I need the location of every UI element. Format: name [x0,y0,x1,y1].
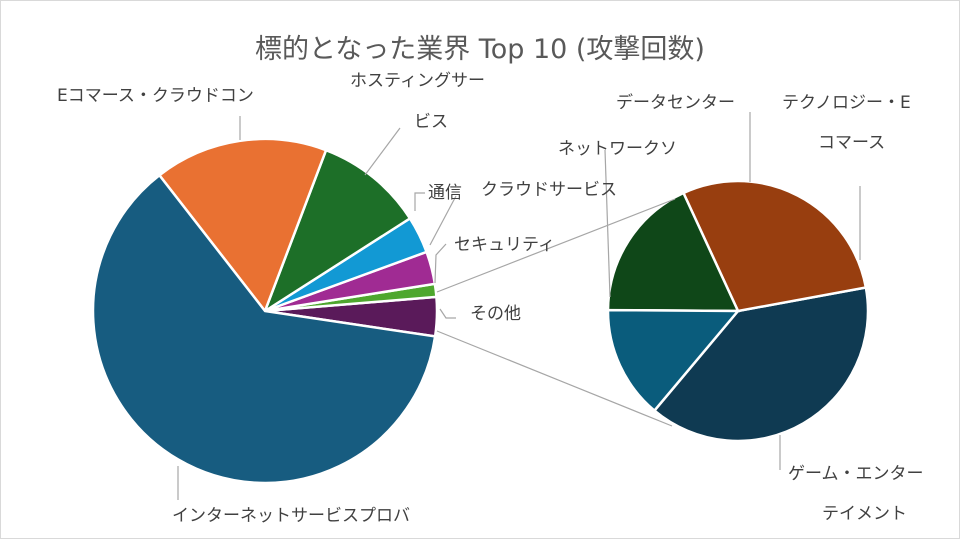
label-cloudsec-line2: セキュリティ [454,235,555,255]
label-telecom: 通信 [428,183,462,203]
label-game-line2: テイメント [822,504,907,524]
leader-line-network [604,149,611,298]
secondary-slice-1 [681,179,868,313]
label-tech-line1: テクノロジー・E [782,93,911,113]
secondary-pie [606,179,870,443]
leader-line-cloudsec [429,195,457,246]
label-game-line1: ゲーム・エンター [788,464,924,484]
label-hosting-line1: ホスティングサー [350,71,485,91]
leader-line-hosting [364,127,401,176]
label-datacenter: データセンター [616,92,735,113]
label-hosting-line2: ビス [414,112,448,132]
secondary-slice-3 [606,308,741,413]
connector-line-bottom [436,330,673,427]
label-cloudsec-line1: クラウドサービス [481,180,617,200]
leader-line-telecom [414,192,425,211]
label-isp: インターネットサービスプロバ [172,506,410,526]
secondary-slice-0 [652,286,870,443]
leader-line-other [439,308,456,319]
main-slice-1 [157,137,328,314]
main-pie [91,137,439,485]
leader-line-security [434,243,447,284]
label-ecommerce: Eコマース・クラウドコン [57,86,254,106]
chart-title: 標的となった業界 Top 10 (攻撃回数) [255,34,705,65]
label-other: その他 [470,304,521,324]
main-slice-0 [91,173,437,485]
connector-line-top [436,198,676,293]
secondary-slice-2 [606,191,740,313]
label-network: ネットワークソ [558,139,677,159]
label-tech-line2: コマース [818,133,885,153]
main-slice-2 [262,148,412,315]
